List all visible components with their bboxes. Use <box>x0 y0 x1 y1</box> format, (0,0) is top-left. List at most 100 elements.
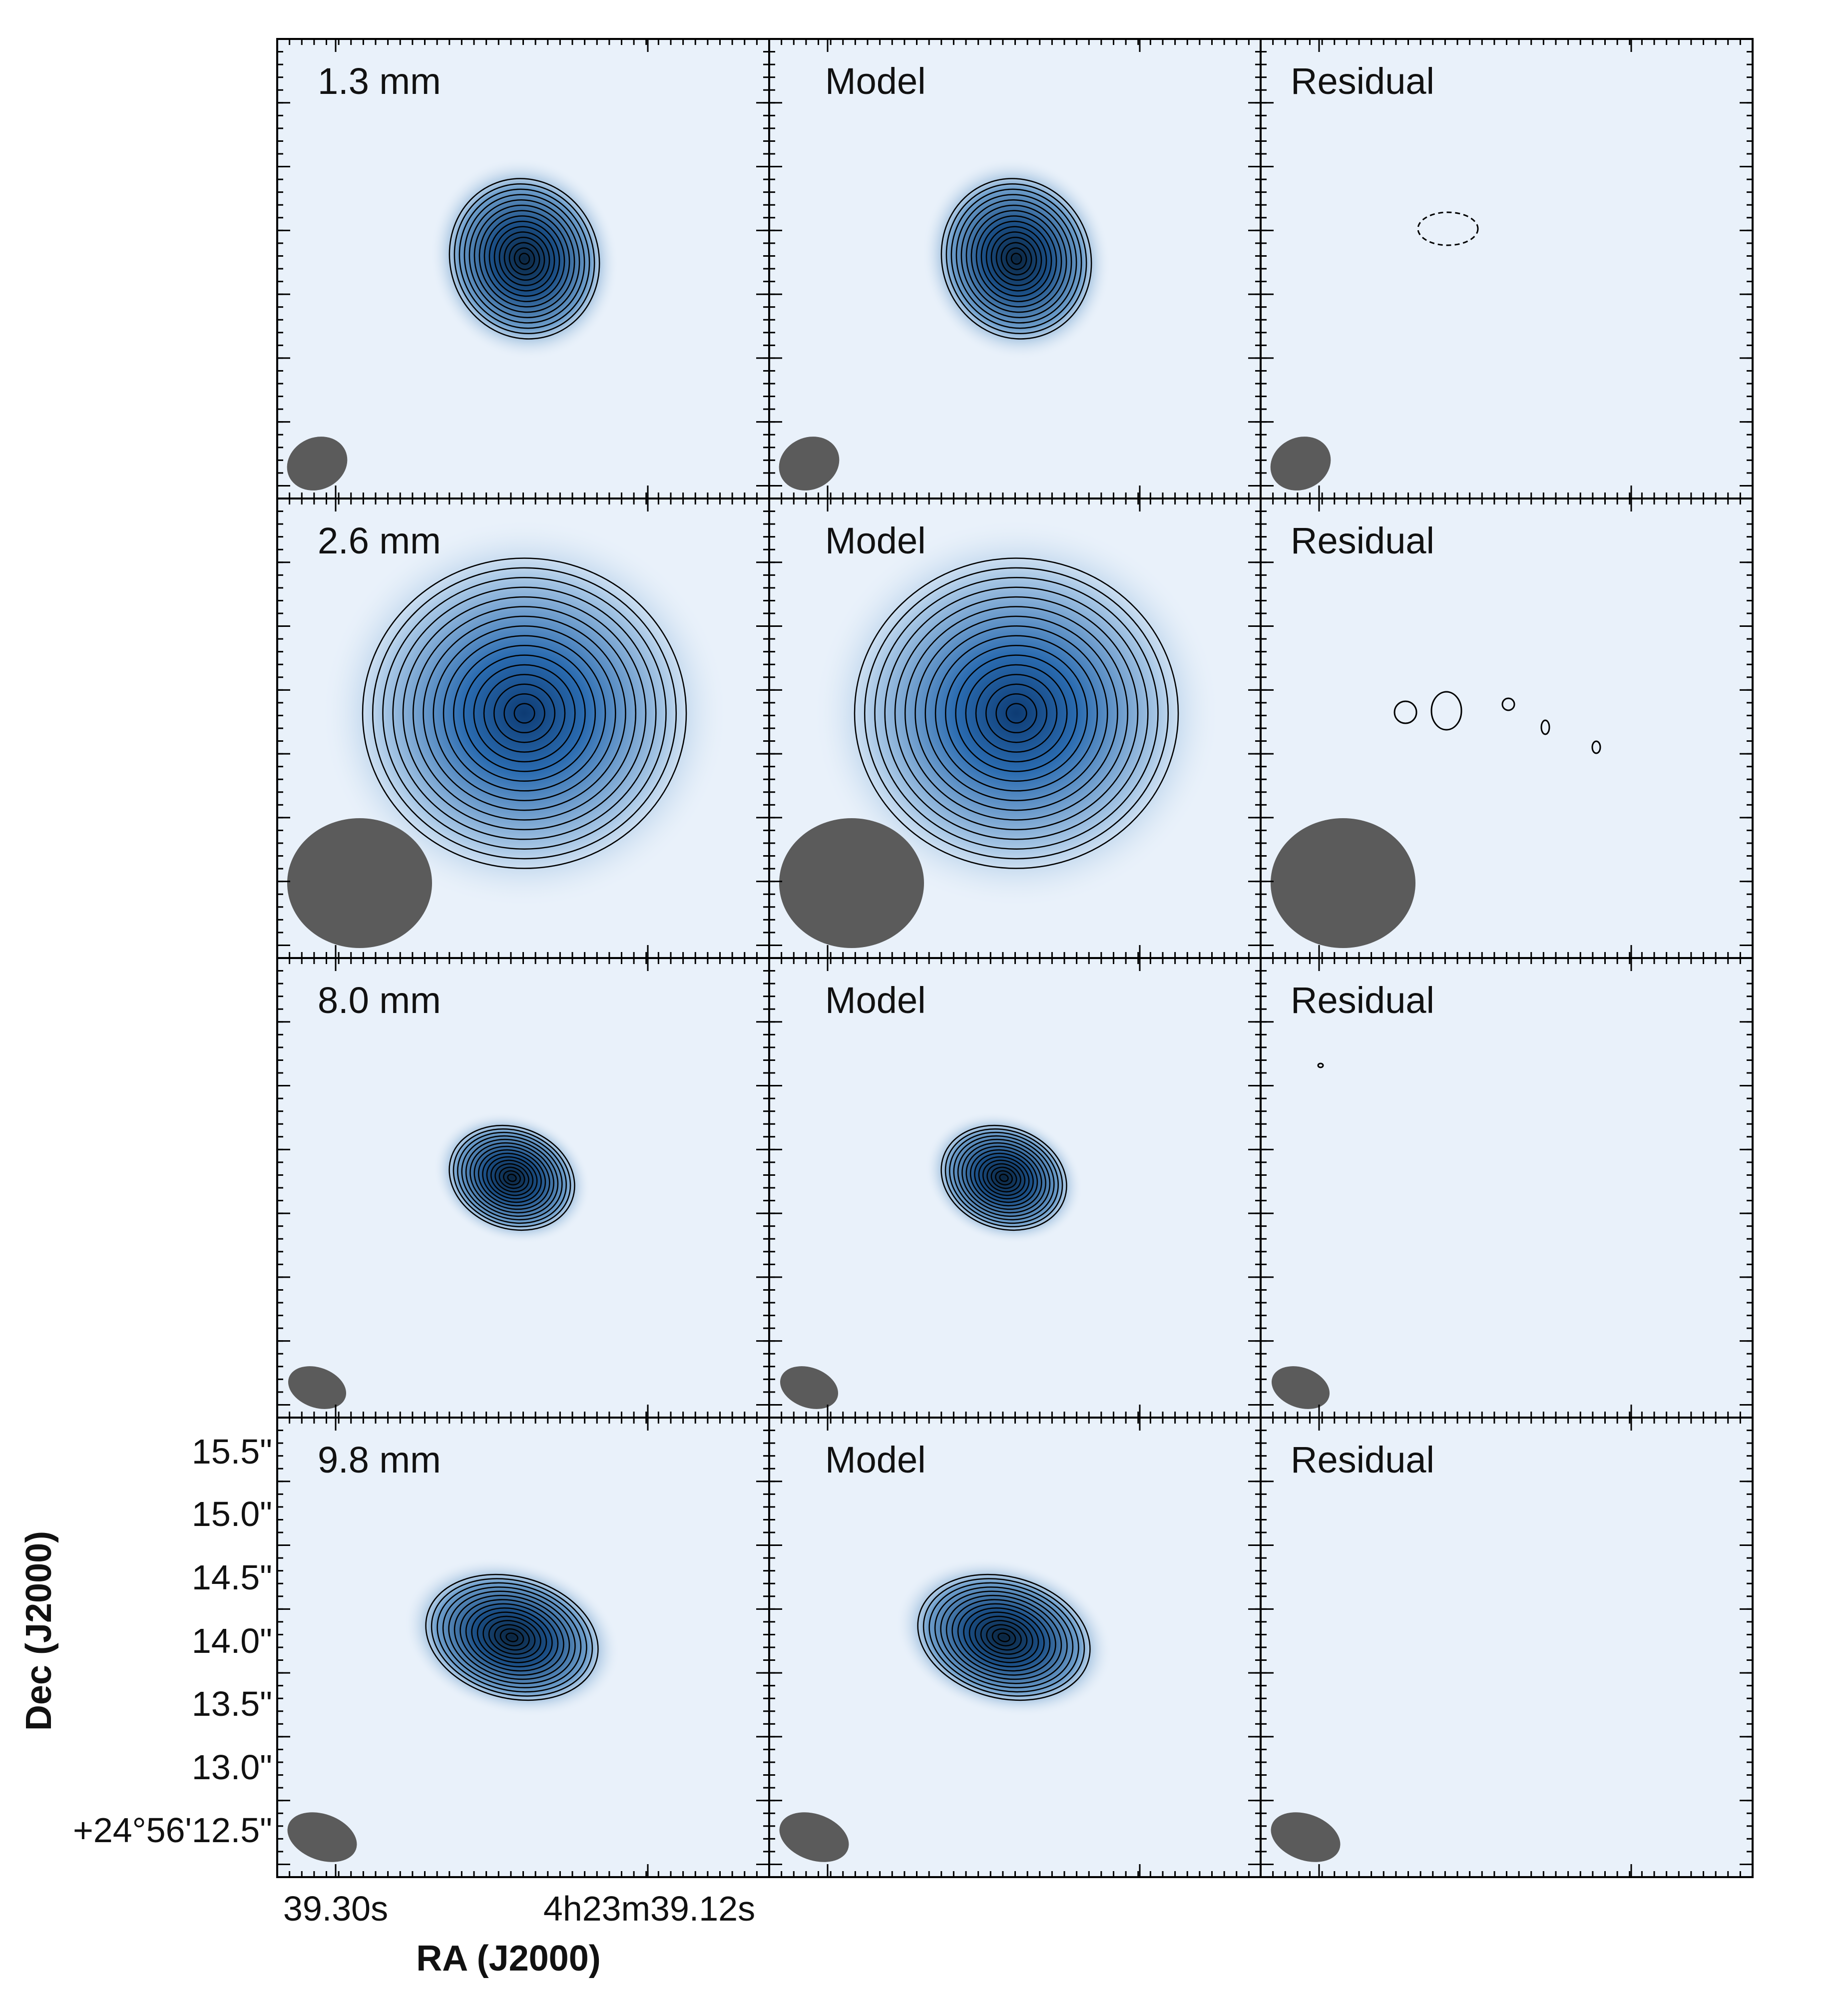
contour-line <box>965 1145 1042 1210</box>
contour-line <box>874 577 1159 850</box>
panel-r2-c1 <box>276 498 770 959</box>
x-tick-labels: 39.30s 4h23m39.12s <box>283 1889 755 1928</box>
contour-line <box>507 1173 517 1182</box>
panel-background <box>1261 39 1753 499</box>
panel-r1-c1 <box>276 38 770 500</box>
emission-blob <box>813 518 1220 909</box>
contour-line <box>476 1611 547 1663</box>
contour-line <box>965 204 1067 313</box>
contour-line <box>968 1611 1039 1663</box>
contour-line <box>468 199 580 318</box>
contour-line <box>985 683 1048 743</box>
contour-line <box>864 567 1169 860</box>
contour-line <box>978 1156 1030 1200</box>
panel-r3-c3 <box>1260 957 1754 1419</box>
emission-blob <box>895 1558 1113 1717</box>
panel-r2-c3 <box>1260 498 1754 959</box>
contour-line <box>402 596 647 831</box>
y-axis-title: Dec (J2000) <box>19 1531 59 1731</box>
contour-line <box>945 1594 1062 1680</box>
contour-line <box>940 178 1092 340</box>
contour-line <box>463 654 586 772</box>
contour-line <box>473 1145 550 1210</box>
contour-line <box>995 693 1037 734</box>
residual-contour <box>1591 740 1601 754</box>
y-tick-labels: 15.5" 15.0" 14.5" 14.0" 13.5" 13.0" +24°… <box>73 1432 272 1850</box>
contour-line <box>894 596 1139 831</box>
contour-line <box>951 1599 1056 1676</box>
contour-line <box>924 625 1108 801</box>
contour-line <box>950 188 1082 329</box>
contour-line <box>372 567 677 860</box>
contour-line <box>460 1599 564 1676</box>
beam-ellipse <box>779 1812 849 1862</box>
contour-line <box>478 210 570 308</box>
beam-ellipse <box>1271 1812 1341 1862</box>
beam-ellipse <box>287 1812 357 1862</box>
x-axis-title: RA (J2000) <box>416 1939 601 1979</box>
contour-line <box>463 194 585 324</box>
contour-line <box>457 1131 567 1224</box>
residual-label-row2: Residual <box>1291 520 1434 561</box>
panel-r1-c3 <box>1260 38 1754 500</box>
y-tick-label: 13.5" <box>192 1684 272 1723</box>
row-label-2-6mm: 2.6 mm <box>318 520 441 561</box>
contour-line <box>494 1163 529 1193</box>
contour-line <box>488 1620 536 1655</box>
row-label-8-0mm: 8.0 mm <box>318 980 441 1021</box>
contour-line <box>392 586 657 840</box>
contour-line <box>499 1628 524 1647</box>
x-tick-label: 39.30s <box>283 1889 388 1928</box>
emission-blob <box>403 1558 621 1717</box>
contour-line <box>969 1149 1038 1207</box>
contour-line <box>854 557 1179 869</box>
beam-ellipse <box>780 1366 839 1409</box>
contour-line <box>448 1590 576 1684</box>
contour-line <box>471 1607 553 1667</box>
y-tick-label: 15.5" <box>192 1432 272 1471</box>
contour-line <box>974 1152 1034 1203</box>
contour-line <box>431 1578 593 1697</box>
panel-r3-c2 <box>768 957 1262 1419</box>
residual-contour <box>1501 697 1515 711</box>
contour-line <box>453 644 596 782</box>
contour-line <box>957 1603 1051 1672</box>
row-label-9-8mm: 9.8 mm <box>318 1439 441 1481</box>
model-label-row2: Model <box>825 520 926 561</box>
contour-line <box>473 204 575 313</box>
contour-line <box>991 1628 1016 1647</box>
contour-line <box>997 1632 1010 1642</box>
contour-line <box>459 188 590 329</box>
contour-line <box>923 1578 1085 1697</box>
contour-line <box>940 1590 1068 1684</box>
contour-line <box>960 199 1072 318</box>
y-tick-label: 15.0" <box>192 1495 272 1533</box>
x-tick-label: 4h23m39.12s <box>543 1889 755 1928</box>
contour-line <box>494 1624 530 1651</box>
contour-line <box>465 1138 559 1217</box>
panel-r1-c2 <box>768 38 1262 500</box>
contour-line <box>508 242 540 276</box>
beam-ellipse <box>779 437 840 491</box>
contour-line <box>498 1166 525 1189</box>
contour-line <box>425 1573 599 1701</box>
beam-ellipse <box>1271 1366 1330 1409</box>
y-tick-label: 14.0" <box>192 1621 272 1660</box>
contour-line <box>934 1586 1074 1688</box>
contour-line <box>975 215 1057 302</box>
contour-line <box>488 220 560 297</box>
residual-contour <box>1393 700 1417 724</box>
contour-line <box>1010 253 1022 265</box>
contour-line <box>949 1131 1059 1224</box>
contour-line <box>990 1166 1017 1189</box>
tick-marks <box>276 1417 769 1877</box>
contour-line <box>985 226 1047 292</box>
contour-line <box>982 1159 1026 1196</box>
y-tick-label: 13.0" <box>192 1748 272 1787</box>
contour-line <box>503 693 545 734</box>
contour-line <box>934 635 1098 792</box>
contour-line <box>1000 242 1032 276</box>
contour-line <box>995 1170 1013 1186</box>
contour-line <box>970 210 1062 308</box>
